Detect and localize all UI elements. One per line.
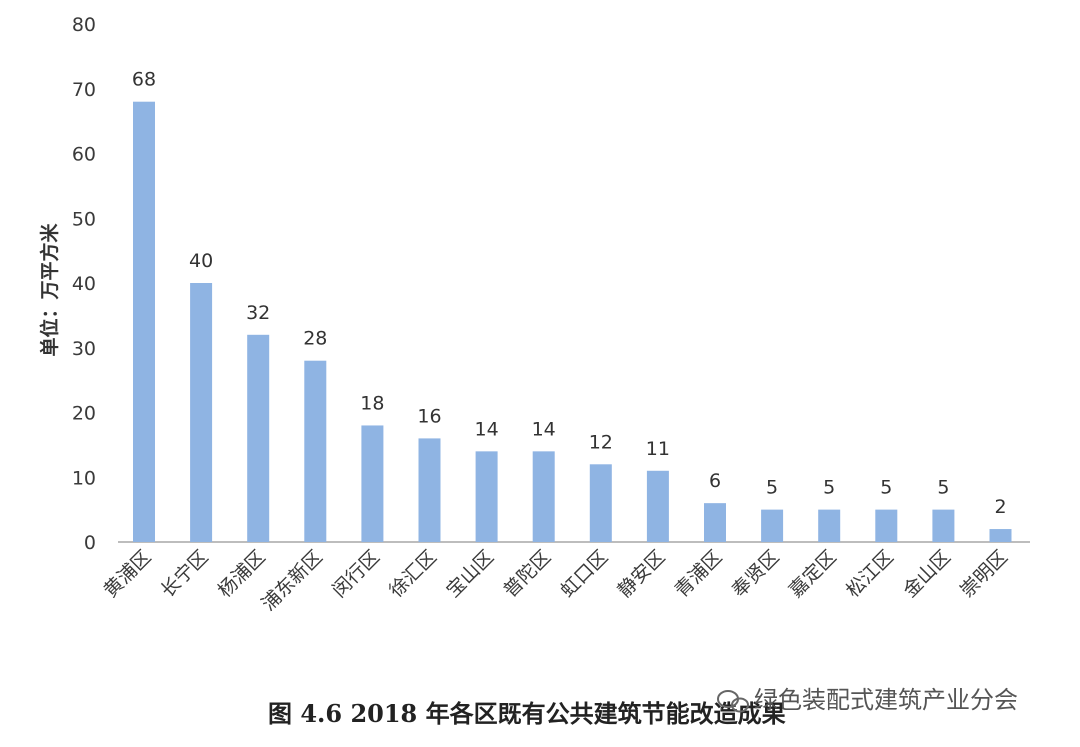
bar-value-label: 16 [417, 405, 441, 427]
bar-value-label: 6 [709, 470, 721, 492]
x-tick-label: 虹口区 [556, 546, 612, 602]
x-tick-label: 金山区 [899, 546, 955, 602]
bar [704, 503, 726, 542]
x-tick-label: 嘉定区 [785, 546, 841, 602]
bar [761, 509, 784, 542]
bar [818, 509, 841, 542]
y-tick-label: 30 [72, 338, 96, 360]
bar-value-label: 40 [189, 250, 213, 272]
bar-value-label: 28 [303, 328, 327, 350]
bar-value-label: 5 [766, 477, 778, 499]
bar [989, 529, 1012, 542]
y-axis-label: 单位：万平方米 [38, 223, 61, 357]
x-tick-label: 静安区 [614, 546, 670, 602]
y-tick-label: 40 [72, 273, 96, 295]
x-tick-label: 宝山区 [442, 546, 498, 602]
figure-caption: 图 4.6 2018 年各区既有公共建筑节能改造成果 [268, 699, 786, 728]
bar-value-label: 12 [589, 431, 613, 453]
bar [532, 451, 555, 542]
y-tick-label: 80 [72, 14, 96, 36]
y-tick-label: 60 [72, 144, 96, 166]
x-tick-label: 闵行区 [328, 546, 384, 602]
x-tick-label: 松江区 [842, 546, 898, 602]
y-tick-label: 0 [84, 532, 96, 554]
bar [361, 425, 384, 542]
bar-value-label: 14 [532, 418, 556, 440]
bar-value-label: 18 [360, 392, 384, 414]
bar-value-label: 5 [937, 477, 949, 499]
bar [133, 101, 155, 542]
bar [875, 509, 898, 542]
y-tick-label: 50 [72, 208, 96, 230]
bar-value-label: 68 [132, 69, 156, 91]
x-tick-label: 奉贤区 [728, 546, 784, 602]
bar [932, 509, 955, 542]
bar-value-label: 11 [646, 438, 670, 460]
bar [247, 334, 270, 542]
y-tick-label: 10 [72, 467, 96, 489]
x-tick-label: 崇明区 [956, 546, 1012, 602]
x-tick-label: 徐汇区 [385, 546, 441, 602]
bar [589, 464, 612, 542]
bar [646, 470, 669, 542]
x-tick-label: 杨浦区 [214, 546, 270, 602]
y-tick-label: 20 [72, 403, 96, 425]
bar-value-label: 5 [880, 477, 892, 499]
x-tick-label: 青浦区 [671, 546, 727, 602]
bar [475, 451, 498, 542]
x-tick-label: 长宁区 [157, 546, 213, 602]
y-tick-label: 70 [72, 79, 96, 101]
wechat-icon [717, 690, 749, 713]
bar-value-label: 5 [823, 477, 835, 499]
bar [190, 283, 213, 542]
x-tick-label: 黄浦区 [100, 546, 156, 602]
x-tick-label: 浦东新区 [258, 546, 327, 615]
bar-value-label: 32 [246, 302, 270, 324]
bar [418, 438, 441, 542]
bar-value-label: 14 [475, 418, 499, 440]
watermark-text: 绿色装配式建筑产业分会 [754, 686, 1018, 714]
bar [304, 360, 327, 542]
bar-value-label: 2 [994, 496, 1006, 518]
x-tick-label: 普陀区 [499, 546, 555, 602]
